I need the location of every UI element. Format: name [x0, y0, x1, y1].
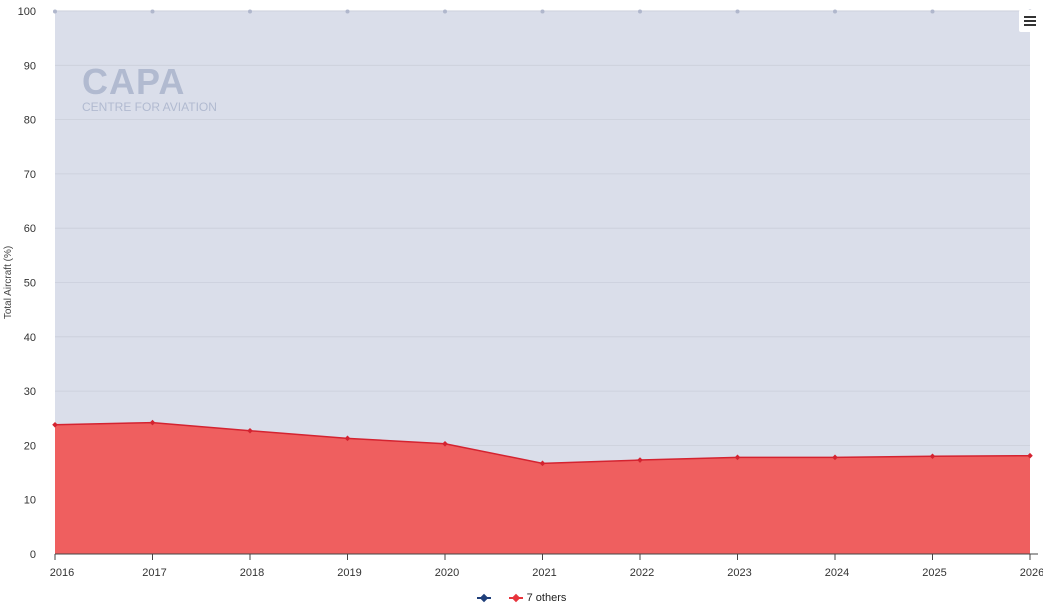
- x-tick-label: 2018: [240, 567, 264, 579]
- point-top-series-2020: [443, 9, 447, 14]
- area-7-others: [55, 422, 1030, 554]
- y-tick-label: 0: [30, 549, 36, 561]
- point-7-others-2016: [52, 421, 58, 428]
- point-7-others-2024: [832, 454, 838, 461]
- x-tick-label: 2019: [337, 567, 361, 579]
- point-top-series-2017: [150, 9, 155, 14]
- hamburger-icon: [1024, 16, 1036, 18]
- point-7-others-2022: [637, 457, 643, 463]
- legend-marker-icon: [508, 594, 523, 602]
- y-tick-label: 50: [24, 278, 36, 290]
- y-tick-label: 60: [24, 223, 36, 235]
- y-tick-label: 40: [24, 332, 36, 344]
- point-7-others-2020: [442, 440, 448, 447]
- area-top-series: [55, 11, 1030, 464]
- point-top-series-2024: [833, 9, 837, 14]
- point-top-series-2019: [345, 9, 350, 14]
- legend-item-top-series[interactable]: [476, 592, 495, 604]
- point-7-others-2026: [1027, 452, 1033, 459]
- point-7-others-2025: [929, 453, 936, 460]
- point-7-others-2017: [149, 419, 156, 426]
- point-top-series-2023: [735, 9, 740, 14]
- point-top-series-2021: [540, 9, 545, 14]
- legend-label: 7 others: [526, 592, 567, 604]
- point-7-others-2018: [247, 427, 253, 434]
- point-7-others-2021: [539, 460, 546, 467]
- x-tick-label: 2016: [50, 567, 74, 579]
- x-tick-label: 2017: [142, 567, 166, 579]
- legend-item-7-others[interactable]: 7 others: [508, 592, 567, 604]
- x-tick-label: 2026: [1020, 567, 1043, 579]
- y-tick-label: 80: [24, 115, 36, 127]
- y-tick-label: 70: [24, 169, 36, 181]
- point-top-series-2018: [248, 9, 252, 14]
- y-tick-label: 100: [18, 6, 36, 18]
- point-top-series-2022: [638, 9, 642, 14]
- point-7-others-2019: [344, 435, 351, 442]
- y-tick-label: 90: [24, 60, 36, 72]
- y-tick-label: 20: [24, 440, 36, 452]
- x-tick-label: 2022: [630, 567, 654, 579]
- x-tick-label: 2025: [922, 567, 946, 579]
- y-tick-label: 10: [24, 495, 36, 507]
- hamburger-icon-line: [1024, 24, 1036, 26]
- point-top-series-2016: [53, 9, 57, 14]
- legend-marker-icon: [476, 594, 491, 602]
- y-tick-label: 30: [24, 386, 36, 398]
- chart-menu-button[interactable]: [1019, 10, 1041, 32]
- chart-legend: 7 others: [0, 592, 1043, 604]
- hamburger-icon-line: [1024, 20, 1036, 22]
- x-tick-label: 2021: [532, 567, 556, 579]
- point-top-series-2025: [930, 9, 935, 14]
- point-7-others-2023: [734, 454, 741, 461]
- y-axis-title: Total Aircraft (%): [3, 246, 14, 319]
- x-tick-label: 2020: [435, 567, 459, 579]
- x-tick-label: 2024: [825, 567, 849, 579]
- x-tick-label: 2023: [727, 567, 751, 579]
